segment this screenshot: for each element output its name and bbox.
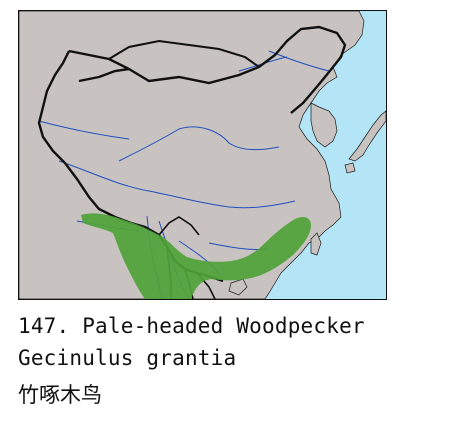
taiwan: [310, 232, 322, 256]
korea-peninsula: [310, 102, 338, 148]
amur-river: [268, 50, 330, 72]
japan-south: [344, 162, 356, 174]
range-map: [18, 10, 387, 300]
japan: [348, 110, 386, 162]
species-range: [81, 213, 311, 299]
chinese-name: 竹啄木鸟: [18, 383, 102, 407]
tarim-river: [38, 120, 130, 140]
yangtze-river: [58, 160, 296, 209]
entry-title: 147. Pale-headed Woodpecker: [18, 314, 365, 338]
yellow-river: [118, 126, 280, 162]
scientific-name: Gecinulus grantia: [18, 346, 237, 370]
mongolia-border: [108, 39, 260, 68]
